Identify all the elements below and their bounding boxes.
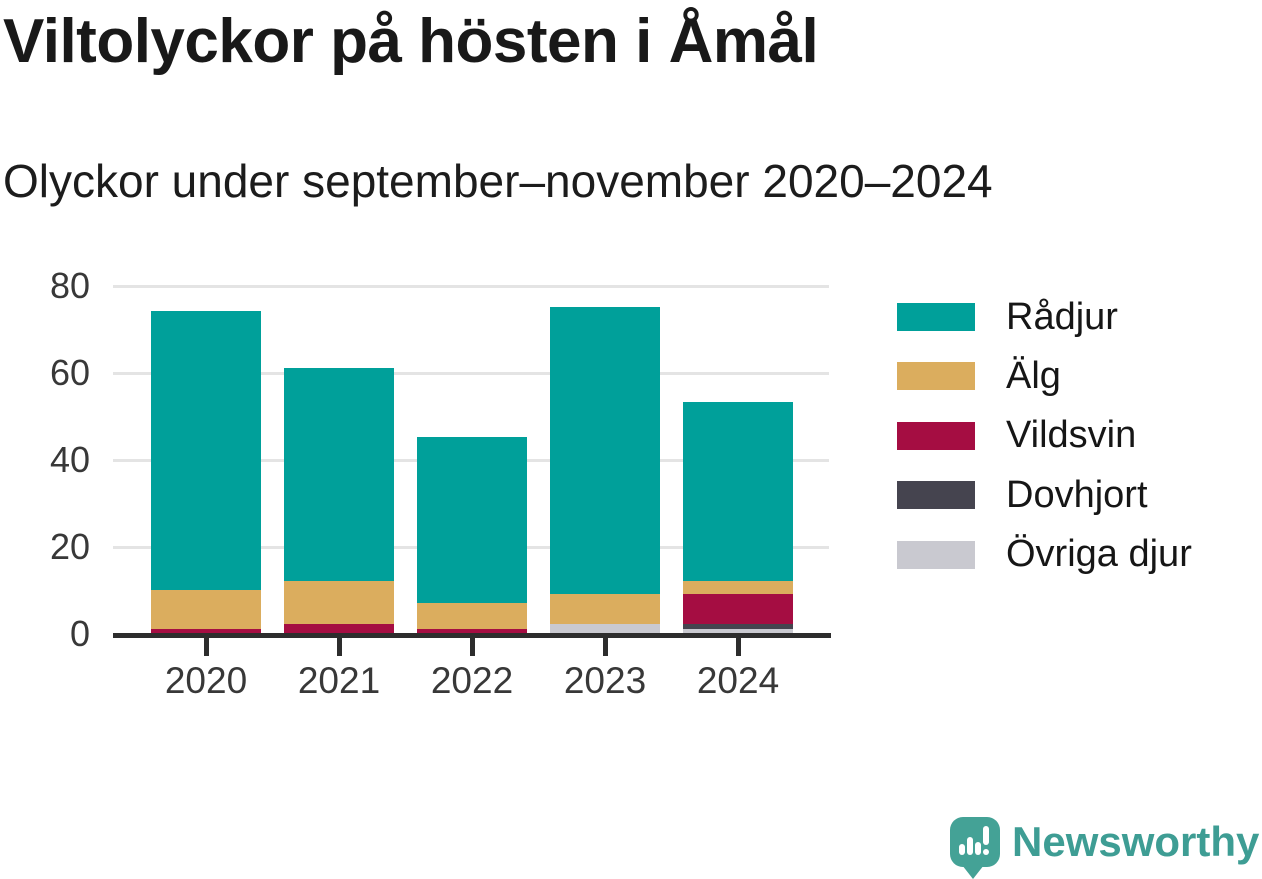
bar-segment-2021-Rådjur	[284, 367, 394, 581]
legend-label: Dovhjort	[1006, 473, 1148, 516]
bar-segment-2024-Dovhjort	[683, 624, 793, 629]
x-tick-label-2021: 2021	[297, 660, 381, 701]
bar-segment-2021-Älg	[284, 580, 394, 625]
logo-bar-icon	[959, 844, 965, 855]
legend: Rådjur Älg Vildsvin Dovhjort Övriga djur	[897, 296, 1257, 603]
bar-2023	[550, 306, 660, 633]
legend-item-Vildsvin: Vildsvin	[897, 414, 1136, 456]
bar-segment-2020-Rådjur	[151, 311, 261, 590]
gridline-80	[113, 285, 829, 288]
x-tick-label-2020: 2020	[164, 660, 248, 701]
legend-swatch-Dovhjort	[897, 481, 975, 510]
x-tick-2024	[736, 637, 741, 656]
bar-segment-2020-Älg	[151, 589, 261, 629]
speech-bubble-tail	[962, 865, 984, 879]
bar-2020	[151, 311, 261, 633]
y-axis: 0 20 40 60 80	[0, 265, 90, 654]
legend-label: Rådjur	[1006, 295, 1118, 338]
x-axis-line	[113, 633, 831, 638]
legend-swatch-Vildsvin	[897, 421, 975, 450]
x-tick-2020	[204, 637, 209, 656]
brand-name: Newsworthy	[1012, 818, 1260, 865]
x-tick-2023	[603, 637, 608, 656]
bar-segment-2024-Älg	[683, 580, 793, 594]
plot-area	[113, 285, 829, 633]
legend-label: Älg	[1006, 354, 1061, 397]
logo-exclamation-dot-icon	[983, 849, 989, 855]
legend-item-Dovhjort: Dovhjort	[897, 474, 1148, 516]
branding: Newsworthy	[950, 817, 1260, 879]
y-tick-label-60: 60	[49, 352, 90, 393]
y-tick-label-20: 20	[49, 526, 90, 567]
bar-2021	[284, 367, 394, 633]
y-tick-label-40: 40	[49, 439, 90, 480]
gridline-60	[113, 372, 829, 375]
x-tick-label-2022: 2022	[430, 660, 514, 701]
legend-item-Rådjur: Rådjur	[897, 296, 1118, 338]
newsworthy-logo-icon	[950, 817, 1000, 879]
bar-segment-2023-Rådjur	[550, 306, 660, 594]
legend-item-Övriga djur: Övriga djur	[897, 533, 1192, 575]
x-tick-2022	[470, 637, 475, 656]
bar-segment-2023-Älg	[550, 593, 660, 625]
legend-item-Älg: Älg	[897, 355, 1061, 397]
bar-segment-2020-Vildsvin	[151, 628, 261, 633]
legend-swatch-Rådjur	[897, 303, 975, 331]
legend-swatch-Övriga djur	[897, 540, 975, 569]
chart-title: Viltolyckor på hösten i Åmål	[3, 7, 819, 76]
bar-segment-2022-Rådjur	[417, 437, 527, 603]
bar-segment-2023-Övriga djur	[550, 624, 660, 633]
y-tick-label-0: 0	[69, 613, 90, 654]
legend-label: Övriga djur	[1006, 533, 1192, 576]
bar-segment-2024-Vildsvin	[683, 593, 793, 625]
x-tick-2021	[337, 637, 342, 656]
x-tick-label-2024: 2024	[696, 660, 780, 701]
x-tick-label-2023: 2023	[563, 660, 647, 701]
chart-subtitle: Olyckor under september–november 2020–20…	[3, 155, 993, 207]
y-tick-label-80: 80	[49, 265, 90, 306]
legend-label: Vildsvin	[1006, 414, 1137, 457]
bar-segment-2024-Rådjur	[683, 402, 793, 581]
bar-segment-2022-Vildsvin	[417, 628, 527, 633]
legend-swatch-Älg	[897, 362, 975, 391]
logo-bar-icon	[967, 837, 973, 855]
bar-segment-2024-Övriga djur	[683, 628, 793, 633]
bar-2022	[417, 437, 527, 633]
bar-2024	[683, 402, 793, 633]
logo-exclamation-icon	[983, 826, 989, 845]
bar-segment-2022-Älg	[417, 602, 527, 629]
bar-segment-2021-Vildsvin	[284, 624, 394, 633]
logo-bar-icon	[975, 842, 981, 855]
